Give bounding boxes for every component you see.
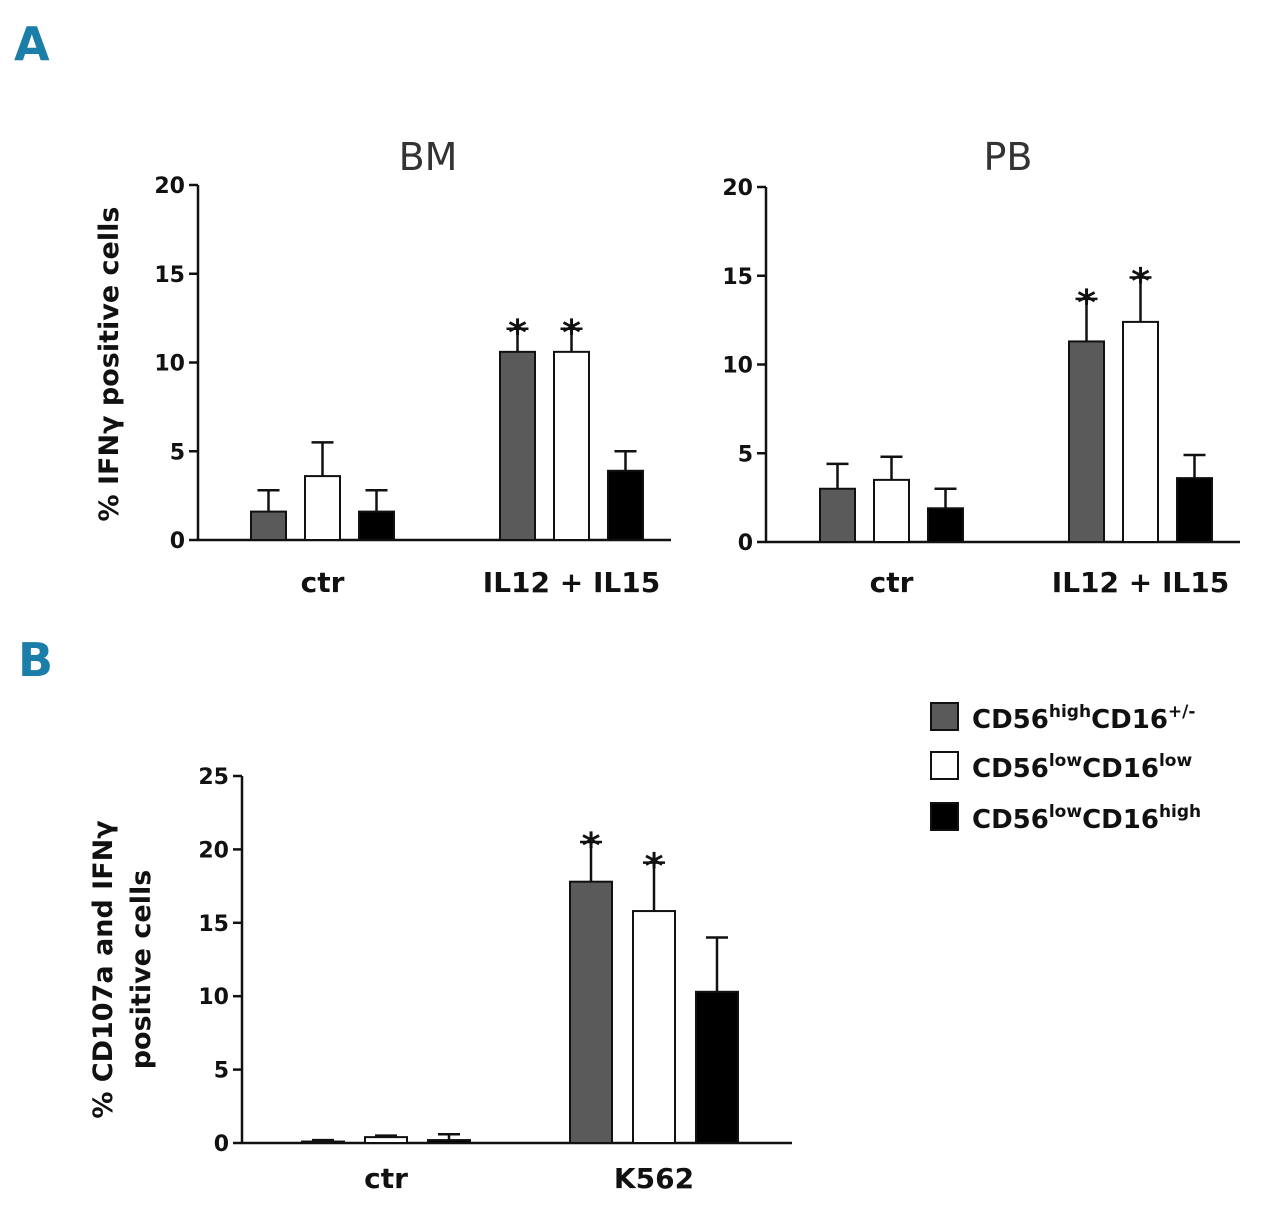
category-label-k562: ctr [364, 1162, 408, 1195]
legend-swatch-high [930, 702, 959, 731]
bar-lowhigh [695, 990, 739, 1145]
legend: CD56highCD16+/- CD56lowCD16low CD56lowCD… [930, 702, 1201, 835]
panel-label-b: B [18, 633, 53, 687]
bar-lowlow [364, 1136, 408, 1145]
bar-lowlow [632, 910, 676, 1145]
bar-group-lowlow [873, 455, 910, 543]
bar-high [250, 510, 287, 542]
y-tick-label-k562: 10 [198, 985, 229, 1010]
bar-group-high: * [1068, 283, 1105, 543]
legend-item-high: CD56highCD16+/- [930, 702, 1195, 735]
bar-group-high: * [499, 313, 536, 541]
y-tick-label-k562: 0 [214, 1132, 229, 1157]
legend-item-lowlow: CD56lowCD16low [930, 751, 1192, 784]
legend-label-lowlow: CD56lowCD16low [972, 751, 1192, 784]
bar-group-lowhigh [427, 1132, 471, 1144]
bar-group-lowhigh [695, 936, 739, 1145]
bar-lowhigh [1176, 477, 1213, 544]
bar-high [819, 487, 856, 543]
chart-title-pb: PB [984, 135, 1033, 179]
y-tick-label-bm: 5 [170, 440, 185, 465]
bar-high [301, 1140, 345, 1144]
bar-group-lowlow [364, 1134, 408, 1145]
significance-star: * [508, 313, 527, 354]
y-axis-label-k562: % CD107a and IFNγ positive cells [88, 820, 157, 1118]
bar-high [569, 880, 613, 1144]
bar-lowhigh [358, 510, 395, 542]
bar-lowlow [1122, 320, 1159, 543]
bar-group-lowhigh [1176, 453, 1213, 544]
bar-group-lowhigh [927, 487, 964, 543]
y-tick-label-bm: 15 [154, 263, 185, 288]
y-tick-label-pb: 10 [722, 354, 753, 379]
legend-swatch-lowhigh [930, 802, 959, 831]
panel-label-a: A [14, 17, 50, 71]
y-tick-label-k562: 15 [198, 912, 229, 937]
y-tick-label-k562: 25 [198, 765, 229, 790]
category-label-bm: IL12 + IL15 [483, 566, 660, 599]
y-tick-label-bm: 0 [170, 529, 185, 554]
legend-label-high: CD56highCD16+/- [972, 702, 1195, 735]
category-label-k562: K562 [614, 1162, 694, 1195]
bar-group-lowlow [304, 441, 341, 542]
y-tick-label-bm: 10 [154, 352, 185, 377]
bar-high [499, 350, 536, 541]
bar-lowhigh [607, 469, 644, 541]
bar-lowlow [553, 350, 590, 541]
y-tick-label-k562: 20 [198, 838, 229, 863]
significance-star: * [582, 826, 601, 867]
bar-group-lowlow: * [632, 847, 676, 1145]
bar-group-high: * [569, 826, 613, 1144]
bar-group-lowlow: * [553, 313, 590, 541]
y-axis-label-bm: % IFNγ positive cells [94, 207, 125, 522]
bar-group-high [301, 1138, 345, 1144]
legend-label-lowhigh: CD56lowCD16high [972, 802, 1201, 835]
y-tick-label-pb: 0 [738, 531, 753, 556]
chart-k562: 0 5 10 15 20 25 % CD107a and IFNγ positive cell… [88, 765, 792, 1195]
bar-lowhigh [927, 507, 964, 543]
y-tick-label-k562: 5 [214, 1059, 229, 1084]
legend-swatch-lowlow [930, 751, 959, 780]
category-label-bm: ctr [301, 566, 345, 599]
significance-star: * [1131, 262, 1150, 303]
bar-group-lowlow: * [1122, 262, 1159, 543]
y-tick-label-pb: 15 [722, 265, 753, 290]
category-label-pb: IL12 + IL15 [1052, 566, 1229, 599]
bar-lowlow [304, 475, 341, 542]
significance-star: * [562, 313, 581, 354]
legend-item-lowhigh: CD56lowCD16high [930, 802, 1201, 835]
bar-lowlow [873, 478, 910, 543]
chart-title-bm: BM [399, 135, 458, 179]
significance-star: * [645, 847, 664, 888]
bar-group-lowhigh [607, 450, 644, 541]
y-tick-label-pb: 5 [738, 442, 753, 467]
bar-group-high [250, 489, 287, 542]
bar-lowhigh [427, 1139, 471, 1144]
bar-group-lowhigh [358, 489, 395, 542]
y-tick-label-pb: 20 [722, 176, 753, 201]
bar-high [1068, 340, 1105, 543]
significance-star: * [1077, 283, 1096, 324]
chart-bm: BM 0 5 10 15 20 % IFNγ positive cells ctr IL12 +… [94, 135, 671, 599]
chart-pb: PB 0 5 10 15 20 ctr IL12 + IL15 * * [722, 135, 1240, 599]
bar-group-high [819, 462, 856, 543]
y-tick-label-bm: 20 [154, 174, 185, 199]
category-label-pb: ctr [870, 566, 914, 599]
